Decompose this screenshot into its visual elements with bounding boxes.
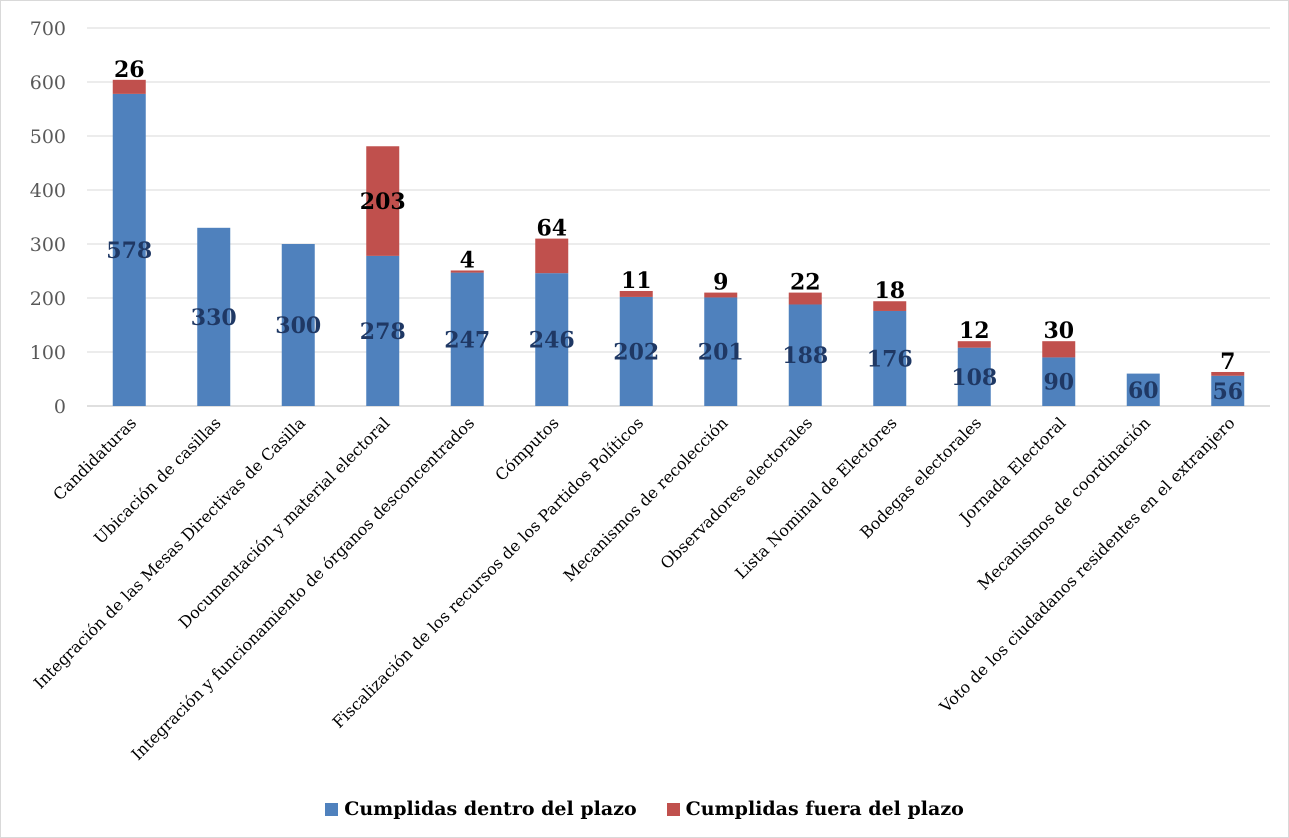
legend-label-late: Cumplidas fuera del plazo (685, 798, 964, 820)
data-label-in-time: 247 (444, 327, 490, 353)
data-label-in-time: 90 (1043, 370, 1074, 396)
y-axis-ticks: 0 100 200 300 400 500 600 700 (30, 18, 66, 418)
data-label-in-time: 60 (1128, 378, 1159, 404)
bar-late (619, 290, 653, 297)
y-tick-label: 600 (30, 72, 66, 94)
bar-late (1211, 371, 1245, 376)
data-label-in-time: 176 (867, 346, 913, 372)
bar-in-time (957, 347, 991, 406)
x-category-label: Lista Nominal de Electores (731, 413, 900, 582)
y-tick-label: 500 (30, 126, 66, 148)
x-category-label: Observadores electorales (657, 413, 817, 573)
data-label-late: 9 (713, 270, 728, 296)
data-label-in-time: 56 (1212, 379, 1243, 405)
x-category-label: Mecanismos de coordinación (974, 413, 1154, 593)
bar-late (535, 238, 569, 274)
bar-in-time (112, 93, 146, 406)
bar-late (1042, 341, 1076, 358)
gridlines (87, 27, 1270, 407)
data-label-late: 22 (790, 270, 821, 296)
data-label-in-time: 201 (698, 340, 744, 366)
legend: Cumplidas dentro del plazo Cumplidas fue… (0, 796, 1289, 822)
bar-in-time (873, 310, 907, 406)
data-label-in-time: 578 (106, 238, 152, 264)
y-tick-label: 400 (30, 180, 66, 202)
legend-item-late: Cumplidas fuera del plazo (666, 798, 964, 820)
data-label-late: 203 (360, 189, 406, 215)
y-tick-label: 200 (30, 288, 66, 310)
bar-in-time (535, 273, 569, 406)
data-label-late: 12 (959, 318, 990, 344)
bar-in-time (1042, 357, 1076, 406)
legend-swatch-in-time (325, 802, 339, 816)
bar-in-time (1126, 373, 1160, 406)
x-category-label: Mecanismos de recolección (560, 413, 732, 585)
data-label-late: 18 (874, 278, 905, 304)
bar-late (450, 270, 484, 273)
data-labels: 578 26 330 300 278 203 247 4 246 64 202 11 201 9 188 22… (106, 57, 1243, 405)
bar-in-time (197, 227, 231, 406)
data-label-late: 7 (1220, 349, 1235, 375)
y-tick-label: 700 (30, 18, 66, 40)
data-label-late: 26 (114, 57, 145, 83)
data-label-late: 30 (1043, 318, 1074, 344)
data-label-late: 4 (460, 247, 475, 273)
data-label-in-time: 202 (613, 339, 659, 365)
bar-late (873, 301, 907, 311)
x-category-label: Cómputos (491, 413, 562, 484)
bar-in-time (788, 304, 822, 406)
bar-in-time (281, 244, 315, 406)
data-label-in-time: 300 (275, 313, 321, 339)
x-category-label: Fiscalización de los recursos de los Par… (329, 413, 647, 731)
bar-late (704, 292, 738, 298)
bar-in-time (450, 272, 484, 406)
bar-in-time (1211, 375, 1245, 406)
data-label-late: 11 (621, 268, 652, 294)
legend-item-in-time: Cumplidas dentro del plazo (325, 798, 637, 820)
data-label-in-time: 246 (529, 328, 575, 354)
data-label-in-time: 278 (360, 319, 406, 345)
data-label-late: 64 (536, 216, 567, 242)
bar-in-time (619, 296, 653, 406)
data-label-in-time: 108 (951, 365, 997, 391)
legend-label-in-time: Cumplidas dentro del plazo (344, 798, 637, 820)
x-category-label: Candidaturas (49, 413, 140, 504)
bar-in-time (704, 297, 738, 406)
y-tick-label: 100 (30, 342, 66, 364)
bar-late (366, 146, 400, 256)
bar-late (957, 341, 991, 348)
bar-late (112, 79, 146, 94)
x-category-label: Voto de los ciudadanos residentes en el … (935, 413, 1238, 716)
bar-in-time (366, 255, 400, 406)
y-tick-label: 300 (30, 234, 66, 256)
y-tick-label: 0 (54, 396, 66, 418)
legend-swatch-late (666, 802, 680, 816)
bar-late (788, 292, 822, 305)
data-label-in-time: 330 (191, 305, 237, 331)
bars (112, 79, 1245, 406)
data-label-in-time: 188 (782, 343, 828, 369)
